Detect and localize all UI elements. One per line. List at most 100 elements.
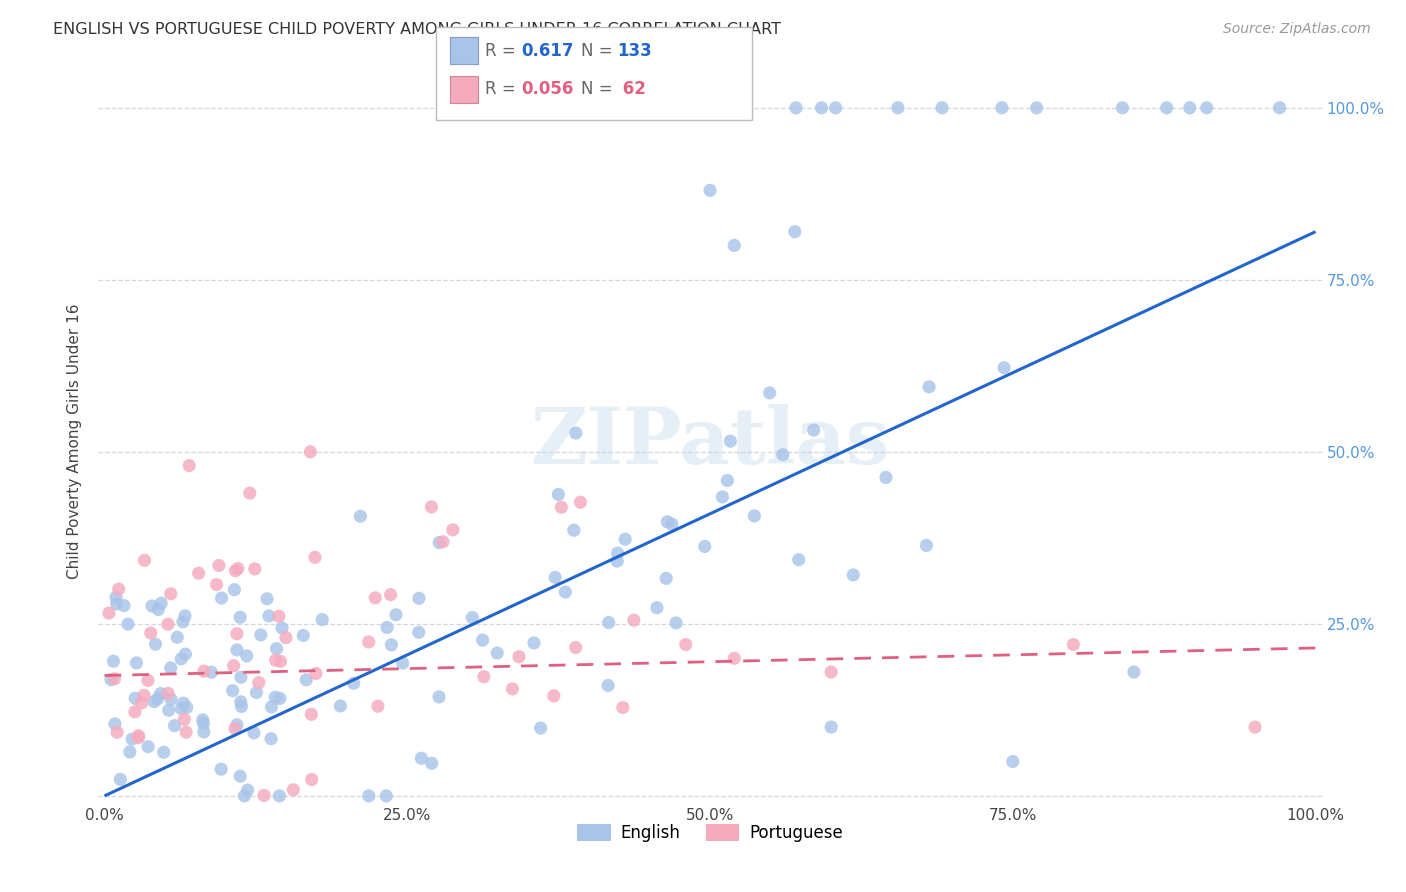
Point (260, 700, 283, 714)
Point (148, 602, 170, 616)
Point (211, 591, 233, 605)
Point (226, 561, 249, 575)
Point (200, 665, 222, 680)
Point (661, 516, 683, 531)
Point (554, 585, 576, 599)
Y-axis label: Child Poverty Among Girls Under 16: Child Poverty Among Girls Under 16 (67, 304, 83, 579)
Point (163, 719, 186, 733)
Point (501, 681, 523, 696)
Point (343, 676, 366, 690)
Point (820, 665, 842, 679)
Point (250, 628, 273, 642)
Point (299, 707, 322, 722)
Point (1156, 101, 1178, 115)
Point (744, 508, 766, 523)
Point (266, 641, 288, 656)
Point (820, 720, 842, 734)
Point (150, 596, 173, 610)
Text: Source: ZipAtlas.com: Source: ZipAtlas.com (1223, 22, 1371, 37)
Text: ENGLISH VS PORTUGUESE CHILD POVERTY AMONG GIRLS UNDER 16 CORRELATION CHART: ENGLISH VS PORTUGUESE CHILD POVERTY AMON… (53, 22, 782, 37)
Point (127, 731, 149, 745)
Point (547, 487, 569, 501)
Point (1025, 101, 1047, 115)
Point (718, 434, 741, 449)
Point (391, 656, 413, 670)
Text: R =: R = (485, 80, 522, 98)
Point (105, 725, 128, 739)
Point (229, 695, 252, 709)
Point (257, 609, 280, 624)
Point (486, 646, 509, 660)
Point (136, 673, 159, 688)
Point (785, 101, 807, 115)
Text: 0.617: 0.617 (522, 42, 574, 60)
Point (157, 703, 180, 717)
Point (420, 756, 443, 771)
Point (699, 183, 721, 197)
Point (1268, 101, 1291, 115)
Point (267, 609, 290, 624)
Point (229, 670, 252, 684)
Point (427, 690, 450, 704)
Point (269, 691, 291, 706)
Point (224, 722, 246, 736)
Point (569, 495, 592, 509)
Point (271, 621, 294, 635)
Point (887, 101, 910, 115)
Point (357, 635, 380, 649)
Point (875, 470, 897, 484)
Point (329, 698, 352, 713)
Point (174, 725, 197, 739)
Point (236, 648, 259, 663)
Point (655, 571, 678, 585)
Point (105, 597, 128, 611)
Legend: English, Portuguese: English, Portuguese (571, 817, 849, 848)
Point (132, 688, 155, 702)
Point (1178, 101, 1201, 115)
Point (842, 568, 865, 582)
Point (596, 678, 619, 692)
Text: 62: 62 (617, 80, 647, 98)
Point (612, 700, 634, 714)
Point (544, 570, 567, 584)
Point (221, 683, 243, 698)
Point (530, 721, 553, 735)
Point (1111, 101, 1133, 115)
Point (156, 617, 179, 632)
Point (226, 643, 249, 657)
Point (159, 661, 181, 675)
Point (1062, 638, 1084, 652)
Point (606, 546, 628, 560)
Point (121, 732, 143, 747)
Point (1195, 101, 1218, 115)
Point (245, 685, 267, 699)
Point (260, 731, 283, 746)
Point (134, 553, 156, 567)
Point (295, 673, 318, 687)
Point (174, 608, 197, 623)
Point (367, 699, 389, 714)
Text: 133: 133 (617, 42, 652, 60)
Point (606, 554, 628, 568)
Point (357, 789, 380, 803)
Point (564, 640, 586, 655)
Point (427, 535, 450, 549)
Point (432, 534, 454, 549)
Point (243, 562, 266, 576)
Point (918, 380, 941, 394)
Point (269, 789, 291, 803)
Point (233, 789, 256, 803)
Point (191, 713, 214, 727)
Point (112, 599, 135, 613)
Point (693, 540, 716, 554)
Point (174, 647, 197, 661)
Point (523, 636, 546, 650)
Point (264, 690, 287, 705)
Point (565, 425, 588, 440)
Point (139, 626, 162, 640)
Point (127, 729, 149, 743)
Point (915, 538, 938, 552)
Point (931, 101, 953, 115)
Point (247, 675, 270, 690)
Point (991, 101, 1014, 115)
